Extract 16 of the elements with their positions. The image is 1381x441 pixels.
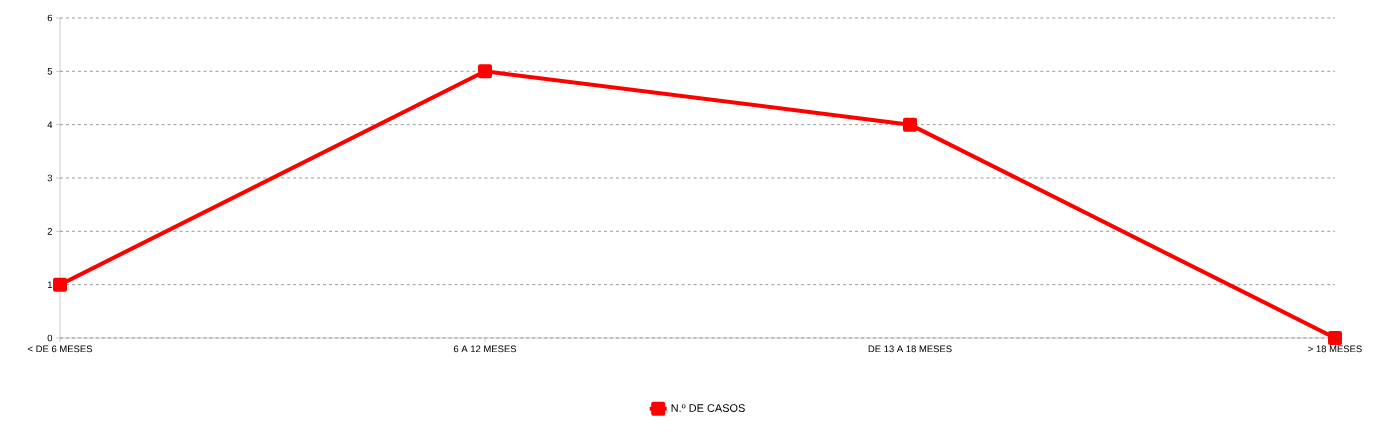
x-tick-label: > 18 MESES xyxy=(1308,345,1362,353)
x-tick-label: 6 A 12 MESES xyxy=(453,345,517,353)
point xyxy=(903,117,918,132)
point xyxy=(1328,330,1343,345)
x-tick-label: DE 13 A 18 MESES xyxy=(868,345,952,353)
legend-label: N.º DE CASOS xyxy=(671,404,745,412)
x-tick-label: < DE 6 MESES xyxy=(28,345,93,353)
y-tick-label: 5 xyxy=(47,68,53,75)
y-tick-label: 0 xyxy=(47,334,53,342)
point xyxy=(53,277,68,292)
y-tick-label: 4 xyxy=(47,121,53,128)
y-tick-label: 6 xyxy=(47,14,53,22)
y-tick-label: 2 xyxy=(47,228,53,235)
y-tick-label: 3 xyxy=(47,174,53,182)
point xyxy=(478,64,493,79)
y-tick-label: 1 xyxy=(47,281,53,288)
